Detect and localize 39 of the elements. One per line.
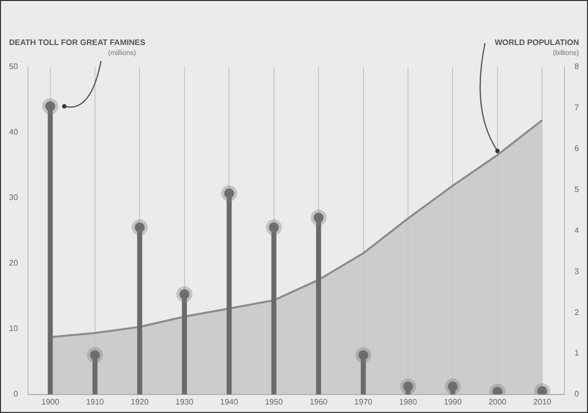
y-axis-title: DEATH TOLL FOR GREAT FAMINES xyxy=(9,38,146,47)
y-tick-label: 30 xyxy=(8,193,18,202)
y2-tick-label: 2 xyxy=(574,308,580,317)
x-tick-label: 1920 xyxy=(130,397,150,406)
x-tick-label: 1900 xyxy=(41,397,60,406)
y2-tick-label: 3 xyxy=(574,266,580,276)
point xyxy=(355,347,372,364)
point xyxy=(176,286,192,302)
y-tick-label: 10 xyxy=(8,324,18,334)
x-tick-label: 1960 xyxy=(310,397,328,406)
y2-tick-label: 6 xyxy=(574,144,580,154)
point xyxy=(132,219,148,236)
point xyxy=(444,378,461,394)
x-tick-label: 1990 xyxy=(444,397,462,406)
x-tick-label: 2010 xyxy=(533,397,552,406)
y-tick-label: 0 xyxy=(13,390,18,399)
x-tick-label: 1970 xyxy=(354,397,373,406)
x-tick-label: 1950 xyxy=(264,397,284,406)
point xyxy=(86,347,103,364)
x-tick-label: 1930 xyxy=(176,397,194,406)
y2-tick-label: 4 xyxy=(574,226,580,235)
point xyxy=(310,210,327,226)
x-tick-label: 1910 xyxy=(86,397,104,406)
y2-tick-label: 5 xyxy=(574,184,580,194)
point xyxy=(42,98,58,114)
x-tick-label: 2000 xyxy=(488,397,507,406)
x-tick-label: 1980 xyxy=(399,397,418,406)
y2-tick-label: 1 xyxy=(574,348,580,358)
y2-tick-label: 7 xyxy=(574,103,580,112)
y-tick-label: 40 xyxy=(8,128,18,137)
y-tick-label: 50 xyxy=(8,62,18,72)
y2-axis-title: WORLD POPULATION xyxy=(494,38,580,47)
point xyxy=(221,185,238,202)
x-tick-label: 1940 xyxy=(220,397,239,406)
y2-tick-label: 8 xyxy=(574,62,580,72)
point xyxy=(266,219,282,236)
point xyxy=(400,378,416,394)
y-tick-label: 20 xyxy=(8,258,18,268)
y2-tick-label: 0 xyxy=(574,390,580,399)
